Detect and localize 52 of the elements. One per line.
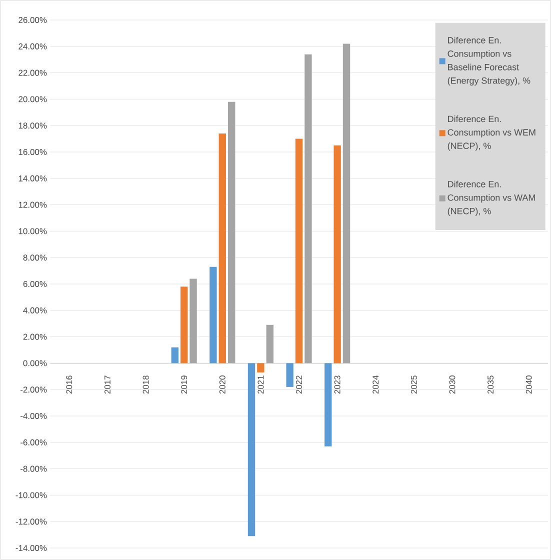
y-tick-label: 22.00% (18, 70, 47, 76)
y-tick-label: -6.00% (20, 439, 47, 446)
y-tick-label: 8.00% (23, 254, 47, 261)
legend-label: Diference En. Consumption vs WEM (NECP), % (448, 116, 536, 151)
y-tick-label: 16.00% (18, 149, 47, 155)
bar (257, 363, 264, 372)
x-tick-label: 2017 (104, 376, 110, 394)
y-tick-label: -14.00% (16, 545, 47, 551)
y-tick-label: 6.00% (23, 281, 47, 287)
x-tick-label: 2018 (142, 376, 149, 394)
y-tick-label: 26.00% (18, 17, 47, 23)
x-tick-label: 2021 (258, 376, 264, 394)
bar (286, 363, 294, 387)
bar (248, 363, 256, 536)
bar (190, 278, 197, 364)
x-tick-label: 2020 (219, 376, 226, 394)
bar (334, 145, 341, 364)
x-tick-label: 2025 (410, 376, 417, 394)
bar (342, 44, 350, 364)
y-tick-label: 4.00% (23, 307, 47, 314)
x-tick-label: 2023 (334, 376, 340, 394)
y-tick-label: -2.00% (20, 386, 47, 393)
bar (324, 363, 332, 446)
x-tick-label: 2035 (488, 376, 494, 394)
bar (304, 54, 312, 364)
y-tick-label: -10.00% (16, 492, 47, 498)
y-tick-label: 20.00% (18, 96, 47, 102)
y-tick-label: 10.00% (18, 228, 47, 234)
x-tick-label: 2016 (66, 376, 72, 394)
y-tick-label: 24.00% (18, 43, 47, 50)
y-tick-label: 2.00% (23, 334, 47, 340)
bar (210, 266, 217, 364)
bar (266, 324, 274, 364)
x-tick-label: 2030 (449, 376, 456, 394)
bar (171, 347, 178, 364)
y-tick-label: 12.00% (18, 202, 47, 208)
bar (295, 138, 303, 364)
x-tick-label: 2024 (372, 375, 379, 394)
y-tick-label: -12.00% (16, 518, 47, 525)
y-tick-label: -8.00% (20, 466, 47, 472)
bar (228, 102, 236, 364)
y-tick-label: 14.00% (18, 175, 47, 182)
y-tick-label: -4.00% (20, 413, 47, 419)
bar (218, 134, 226, 364)
x-tick-label: 2022 (296, 376, 302, 394)
legend-label: Diference En. Consumption vs WAM (NECP), % (448, 180, 535, 216)
bar (180, 286, 188, 364)
x-tick-label: 2019 (181, 376, 188, 394)
y-tick-label: 18.00% (18, 122, 47, 129)
x-tick-label: 2040 (526, 376, 532, 394)
y-tick-label: 0.00% (23, 360, 47, 366)
legend-label: Diference En. Consumption vs Baseline Forecast (Energy Strategy), % (448, 36, 530, 86)
